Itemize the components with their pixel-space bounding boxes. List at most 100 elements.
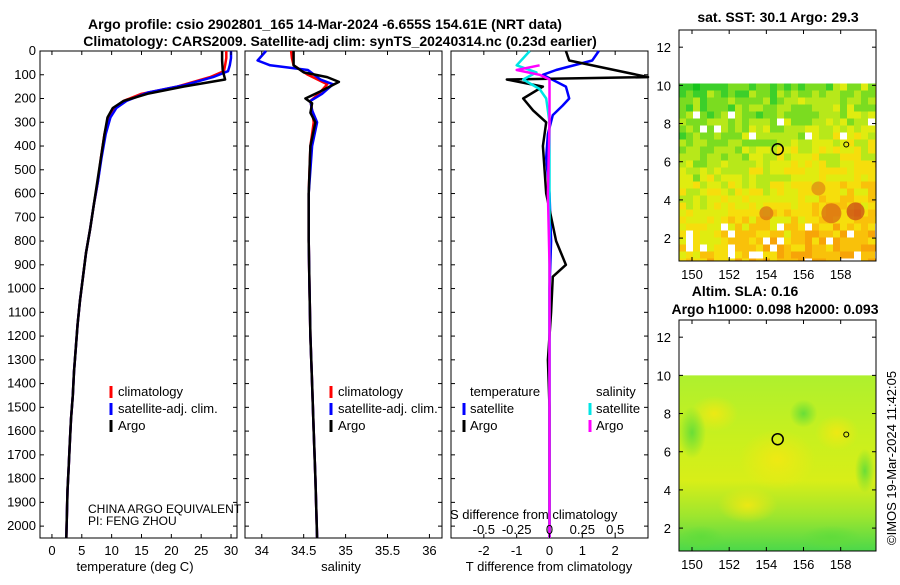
legend-title-temperature: temperature (470, 384, 540, 399)
sst-cell (763, 90, 770, 98)
sst-cell (763, 174, 770, 182)
sst-cell (847, 195, 854, 203)
sst-cell (861, 202, 868, 210)
sst-cell (742, 83, 749, 91)
y-tick-label: 900 (14, 257, 36, 272)
sst-cell (840, 230, 847, 238)
sst-cell (763, 230, 770, 238)
sst-cell (854, 132, 861, 140)
sst-cell (721, 167, 728, 175)
sst-cell (805, 216, 812, 224)
temperature-axes-box (39, 50, 238, 539)
sst-cell (791, 139, 798, 147)
sst-cell (840, 139, 847, 147)
sst-cell (770, 125, 777, 133)
sst-cell (686, 223, 693, 231)
sst-cell (756, 195, 763, 203)
sst-cell (819, 223, 826, 231)
sst-cell (770, 237, 777, 245)
sst-cell (693, 111, 700, 119)
sst-cell (805, 188, 812, 196)
sst-cell (714, 188, 721, 196)
sst-cell (819, 244, 826, 252)
title-line-1: Argo profile: csio 2902801_165 14-Mar-20… (88, 16, 562, 32)
sst-cell (749, 132, 756, 140)
sst-cell (868, 188, 875, 196)
sst-cell (868, 132, 875, 140)
map-x-tick-label: 158 (830, 267, 852, 282)
sst-cell (784, 223, 791, 231)
sst-cell (826, 90, 833, 98)
sst-cell (735, 195, 742, 203)
sst-cell (742, 258, 749, 261)
sst-cell (854, 237, 861, 245)
sst-cell (777, 83, 784, 91)
x-tick-label: -1 (511, 543, 523, 558)
sst-cell (707, 237, 714, 245)
sst-cell (749, 146, 756, 154)
sst-cell (805, 97, 812, 105)
island-marker (843, 431, 850, 438)
sst-cell (833, 167, 840, 175)
sst-cell (700, 244, 707, 252)
sst-cell (735, 111, 742, 119)
sst-cell (700, 153, 707, 161)
sst-cell (728, 111, 735, 119)
sst-cell (784, 97, 791, 105)
sst-cell (833, 160, 840, 168)
sst-cell (756, 83, 763, 91)
sst-cell (777, 97, 784, 105)
sst-cell (700, 223, 707, 231)
sst-cell (798, 237, 805, 245)
sst-cell (798, 83, 805, 91)
sst-cell (756, 146, 763, 154)
sst-cell (840, 132, 847, 140)
sst-cell (735, 104, 742, 112)
sst-cell (700, 174, 707, 182)
sst-cell (826, 258, 833, 261)
sst-cell (798, 97, 805, 105)
sst-cell (812, 125, 819, 133)
sst-cell (868, 230, 875, 238)
sst-cell (742, 118, 749, 126)
sst-cell (742, 188, 749, 196)
sst-cell (805, 146, 812, 154)
sst-cell (707, 111, 714, 119)
sst-cell (679, 223, 686, 231)
sst-cell (826, 97, 833, 105)
sst-cell (840, 160, 847, 168)
sst-cell (679, 209, 686, 217)
sst-cell (861, 83, 868, 91)
sst-cell (742, 160, 749, 168)
y-tick-label: 1600 (7, 423, 36, 438)
sst-cell (742, 90, 749, 98)
sst-cell (728, 188, 735, 196)
sst-cell (791, 146, 798, 154)
sst-cell (756, 181, 763, 189)
sst-cell (686, 251, 693, 259)
sst-cell (700, 90, 707, 98)
sst-cell (728, 216, 735, 224)
sst-cell (714, 146, 721, 154)
difference-t-xlabel: T difference from climatology (466, 559, 633, 574)
sst-cell (868, 111, 875, 119)
sst-cell (868, 223, 875, 231)
sla-map-field (678, 375, 876, 551)
sst-cell (805, 167, 812, 175)
sst-map-title: sat. SST: 30.1 Argo: 29.3 (697, 9, 859, 25)
sst-cell (868, 139, 875, 147)
sst-cell (763, 181, 770, 189)
sst-cell (805, 244, 812, 252)
sst-cell (819, 111, 826, 119)
sst-cell (756, 111, 763, 119)
sst-cell (819, 83, 826, 91)
sst-cell (763, 97, 770, 105)
sst-cell (735, 202, 742, 210)
sst-cell (847, 97, 854, 105)
sst-cell (798, 167, 805, 175)
sst-cell (679, 132, 686, 140)
sst-cell (840, 181, 847, 189)
sst-cell (798, 146, 805, 154)
sst-cell (749, 258, 756, 261)
sst-cell (854, 244, 861, 252)
